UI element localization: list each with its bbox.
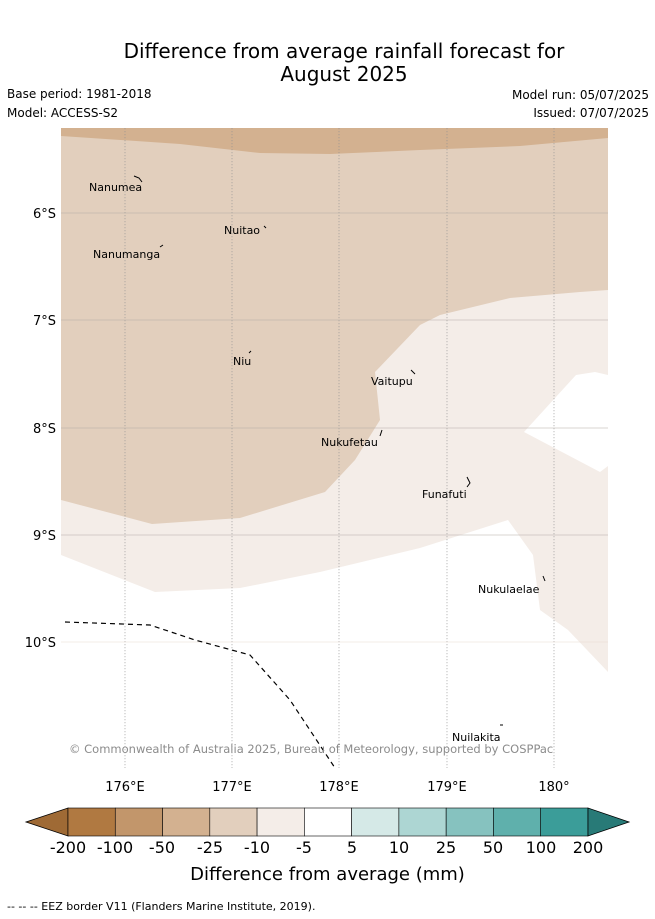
islands xyxy=(133,175,546,726)
map-title: Difference from average rainfall forecas… xyxy=(0,40,655,86)
colorbar-swatch xyxy=(67,807,116,837)
island-vaitupu-shape xyxy=(410,369,416,375)
place-label-nanumea: Nanumea xyxy=(89,181,142,194)
title-line-2: August 2025 xyxy=(280,62,408,86)
title-line-1: Difference from average rainfall forecas… xyxy=(123,39,565,63)
place-label-funafuti: Funafuti xyxy=(422,488,467,501)
island-nukufetau-shape xyxy=(379,429,383,437)
place-label-nuilakita: Nuilakita xyxy=(452,731,501,744)
island-nanumea-shape xyxy=(133,175,143,183)
place-label-vaitupu: Vaitupu xyxy=(371,375,413,388)
eez-border-line xyxy=(64,621,336,768)
colorbar xyxy=(24,807,631,837)
graticule xyxy=(61,128,608,768)
island-niu-shape xyxy=(248,350,252,354)
colorbar-label: -200 xyxy=(49,838,87,857)
lat-tick-6s: 6°S xyxy=(33,207,56,222)
colorbar-swatch xyxy=(256,807,305,837)
lon-tick-177: 177°E xyxy=(212,780,252,795)
lon-tick-178: 178°E xyxy=(319,780,359,795)
colorbar-swatch xyxy=(162,807,211,837)
lat-tick-9s: 9°S xyxy=(33,529,56,544)
map-area: Nanumea Nuitao Nanumanga Niu Vaitupu Nuk… xyxy=(61,128,608,768)
zone-minus10-to-minus25 xyxy=(61,128,608,524)
lat-tick-8s: 8°S xyxy=(33,422,56,437)
place-label-nuitao: Nuitao xyxy=(224,224,260,237)
colorbar-swatch xyxy=(304,807,352,837)
place-label-niu: Niu xyxy=(233,355,251,368)
model-name: Model: ACCESS-S2 xyxy=(7,106,119,120)
colorbar-title: Difference from average (mm) xyxy=(190,864,465,885)
lon-tick-180: 180° xyxy=(538,780,569,795)
colorbar-label: -10 xyxy=(243,838,271,857)
base-period: Base period: 1981-2018 xyxy=(7,87,152,101)
colorbar-swatch xyxy=(540,807,589,837)
island-funafuti-shape xyxy=(466,476,471,488)
place-label-nanumanga: Nanumanga xyxy=(93,248,160,261)
colorbar-label: 10 xyxy=(388,838,410,857)
colorbar-label: 200 xyxy=(572,838,604,857)
lat-tick-7s: 7°S xyxy=(33,314,56,329)
lon-tick-179: 179°E xyxy=(427,780,467,795)
island-nuitao-shape xyxy=(263,225,267,229)
colorbar-swatch xyxy=(351,807,400,837)
colorbar-label: 100 xyxy=(525,838,557,857)
issued-date: Issued: 07/07/2025 xyxy=(533,106,649,120)
colorbar-swatch xyxy=(398,807,447,837)
place-label-nukufetau: Nukufetau xyxy=(321,436,378,449)
colorbar-label: -50 xyxy=(148,838,176,857)
colorbar-label: 50 xyxy=(482,838,504,857)
lon-tick-176: 176°E xyxy=(105,780,145,795)
eez-legend: -- -- -- EEZ border V11 (Flanders Marine… xyxy=(7,900,316,913)
colorbar-swatch xyxy=(114,807,163,837)
colorbar-swatch xyxy=(493,807,541,837)
colorbar-swatch xyxy=(445,807,494,837)
island-nanumanga-shape xyxy=(159,244,164,248)
lat-tick-10s: 10°S xyxy=(25,636,56,651)
colorbar-label: -100 xyxy=(96,838,134,857)
model-run: Model run: 05/07/2025 xyxy=(511,88,649,102)
colorbar-label: 25 xyxy=(435,838,457,857)
colorbar-extend-max xyxy=(587,807,631,837)
island-nukulaelae-shape xyxy=(542,575,546,582)
colorbar-label: -5 xyxy=(296,838,312,857)
colorbar-extend-min xyxy=(24,807,69,837)
colorbar-swatch xyxy=(209,807,258,837)
zone-minus25-to-minus50 xyxy=(61,128,608,154)
colorbar-label: 5 xyxy=(346,838,358,857)
colorbar-label: -25 xyxy=(196,838,224,857)
place-label-nukulaelae: Nukulaelae xyxy=(478,583,540,596)
copyright-notice: © Commonwealth of Australia 2025, Bureau… xyxy=(69,742,553,756)
